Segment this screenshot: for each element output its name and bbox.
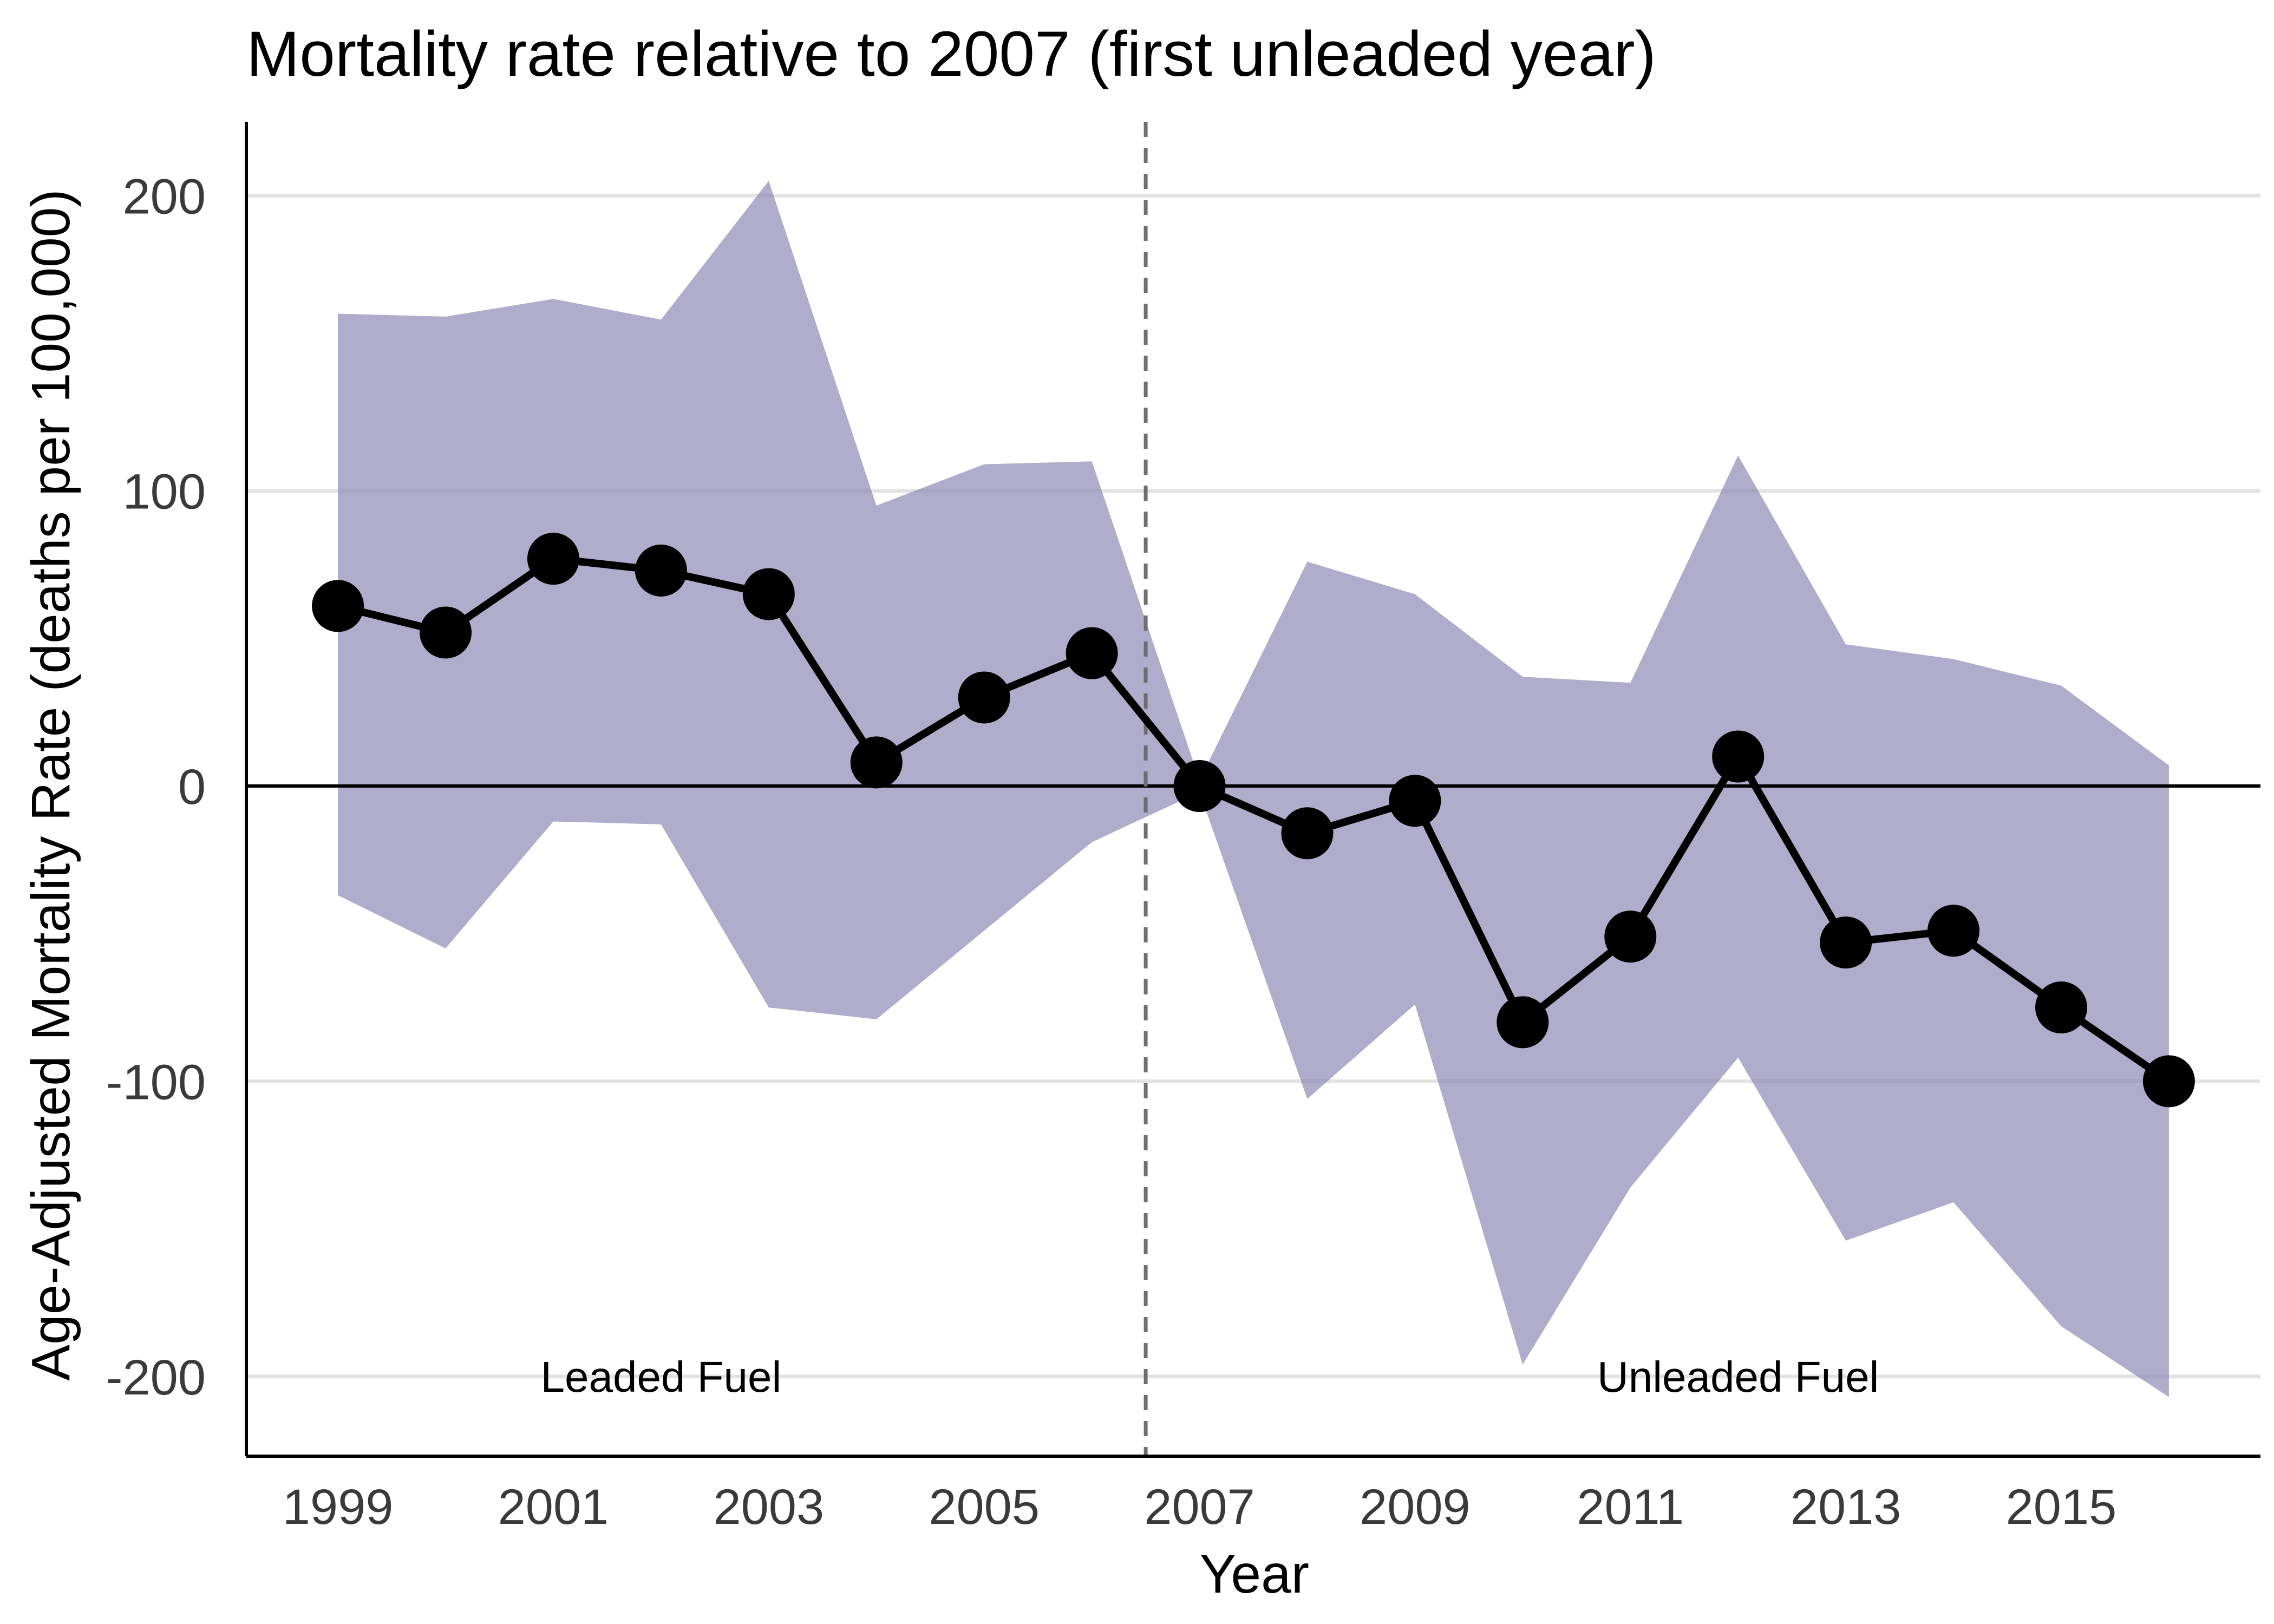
data-point-1999 [312, 580, 364, 632]
y-tick-label--100: -100 [106, 1055, 206, 1110]
data-point-2009 [1389, 775, 1441, 827]
y-tick-label-0: 0 [178, 759, 206, 815]
y-tick-label-200: 200 [123, 169, 206, 224]
x-tick-label-1999: 1999 [283, 1479, 394, 1535]
y-axis-title: Age-Adjusted Mortality Rate (deaths per … [21, 189, 81, 1380]
data-point-2015 [2035, 981, 2087, 1034]
data-points [312, 533, 2195, 1108]
data-point-2014 [1927, 905, 1980, 957]
data-point-2008 [1281, 807, 1334, 860]
x-tick-label-2003: 2003 [713, 1479, 824, 1535]
data-point-2011 [1604, 911, 1657, 963]
data-point-2005 [958, 671, 1010, 724]
y-tick-labels: -200 -100 0 100 200 [106, 169, 206, 1405]
x-tick-label-2015: 2015 [2006, 1479, 2117, 1535]
data-point-2003 [742, 568, 795, 620]
chart-title: Mortality rate relative to 2007 (first u… [246, 18, 1656, 90]
x-tick-label-2007: 2007 [1144, 1479, 1255, 1535]
annotation-0: Leaded Fuel [540, 1353, 781, 1401]
data-point-2013 [1820, 916, 1872, 969]
data-point-2001 [527, 533, 579, 585]
x-tick-label-2011: 2011 [1577, 1479, 1684, 1535]
x-tick-labels: 1999 2001 2003 2005 2007 2009 2011 2013 2015 [283, 1479, 2117, 1535]
annotations: Leaded Fuel Unleaded Fuel [540, 1353, 1879, 1401]
data-point-2004 [850, 736, 903, 789]
x-tick-label-2013: 2013 [1791, 1479, 1901, 1535]
data-point-2016 [2142, 1055, 2195, 1108]
x-tick-label-2001: 2001 [498, 1479, 609, 1535]
x-tick-label-2005: 2005 [929, 1479, 1040, 1535]
data-point-2000 [420, 606, 472, 659]
x-tick-label-2009: 2009 [1360, 1479, 1471, 1535]
data-point-2012 [1712, 730, 1765, 783]
y-tick-label--200: -200 [106, 1350, 206, 1405]
y-tick-label-100: 100 [123, 464, 206, 520]
confidence-ribbon [338, 181, 2169, 1397]
data-point-2010 [1497, 996, 1549, 1049]
data-point-2002 [635, 544, 687, 597]
x-axis-title: Year [1200, 1544, 1309, 1605]
data-point-2006 [1066, 627, 1118, 679]
annotation-1: Unleaded Fuel [1597, 1353, 1879, 1401]
data-point-2007 [1173, 760, 1226, 813]
